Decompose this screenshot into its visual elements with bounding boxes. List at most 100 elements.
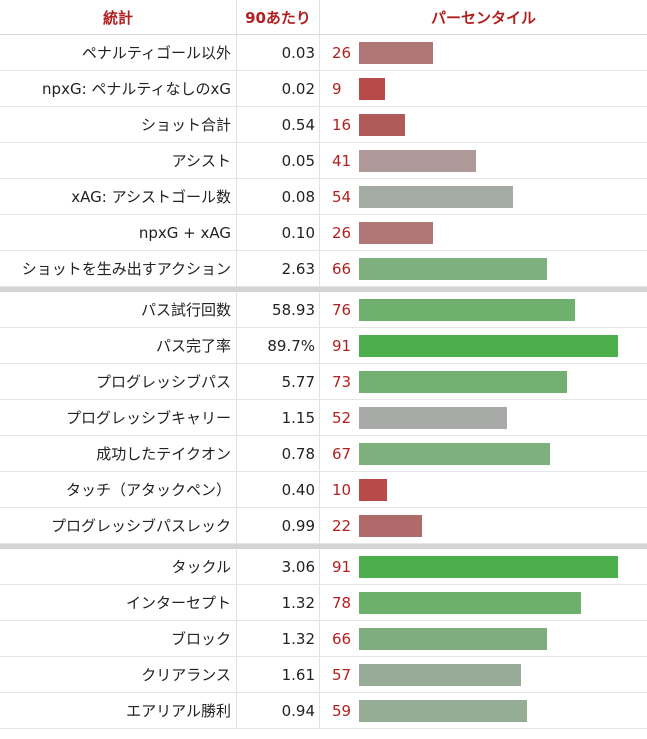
percentile-spacer: 26 bbox=[320, 44, 359, 62]
percentile-spacer: 73 bbox=[320, 373, 359, 391]
percentile-bar-track bbox=[359, 514, 621, 537]
percentile-cell: 67 bbox=[320, 436, 647, 471]
percentile-bar-track bbox=[359, 298, 621, 321]
percentile-spacer: 91 bbox=[320, 558, 359, 576]
percentile-cell: 66 bbox=[320, 251, 647, 286]
table-row: npxG: ペナルティなしのxG 0.02 9 bbox=[0, 71, 647, 107]
table-row: ショット合計 0.54 16 bbox=[0, 107, 647, 143]
percentile-bar-track bbox=[359, 663, 621, 686]
percentile-bar-track bbox=[359, 478, 621, 501]
percentile-cell: 66 bbox=[320, 621, 647, 656]
percentile-bar-track bbox=[359, 185, 621, 208]
stat-label: パス試行回数 bbox=[0, 292, 237, 327]
table-row: ペナルティゴール以外 0.03 26 bbox=[0, 35, 647, 71]
percentile-value: 54 bbox=[332, 187, 352, 206]
percentile-bar-track bbox=[359, 334, 621, 357]
percentile-cell: 26 bbox=[320, 215, 647, 250]
percentile-bar-track bbox=[359, 113, 621, 136]
per90-value: 0.54 bbox=[237, 107, 320, 142]
percentile-bar bbox=[359, 555, 618, 578]
percentile-bar bbox=[359, 442, 550, 465]
percentile-spacer: 91 bbox=[320, 337, 359, 355]
group-separator bbox=[0, 544, 647, 549]
percentile-cell: 22 bbox=[320, 508, 647, 543]
percentile-value: 76 bbox=[332, 300, 352, 319]
table-row: ブロック 1.32 66 bbox=[0, 621, 647, 657]
percentile-spacer: 78 bbox=[320, 594, 359, 612]
percentile-bar-track bbox=[359, 442, 621, 465]
per90-value: 0.78 bbox=[237, 436, 320, 471]
percentile-value: 91 bbox=[332, 557, 352, 576]
stat-label: プログレッシブパスレック bbox=[0, 508, 237, 543]
percentile-spacer: 66 bbox=[320, 630, 359, 648]
stat-label: xAG: アシストゴール数 bbox=[0, 179, 237, 214]
header-per90[interactable]: 90あたり bbox=[237, 0, 320, 34]
percentile-cell: 91 bbox=[320, 549, 647, 584]
percentile-bar-track bbox=[359, 41, 621, 64]
header-percentile[interactable]: パーセンタイル bbox=[430, 8, 536, 27]
stat-label: 成功したテイクオン bbox=[0, 436, 237, 471]
table-header: 統計 90あたり パーセンタイル bbox=[0, 0, 647, 35]
percentile-value: 26 bbox=[332, 223, 352, 242]
per90-value: 0.05 bbox=[237, 143, 320, 178]
percentile-spacer: 41 bbox=[320, 152, 359, 170]
header-stat[interactable]: 統計 bbox=[0, 0, 237, 34]
per90-value: 0.40 bbox=[237, 472, 320, 507]
stat-label: npxG + xAG bbox=[0, 215, 237, 250]
percentile-bar bbox=[359, 406, 507, 429]
per90-value: 0.99 bbox=[237, 508, 320, 543]
percentile-spacer: 54 bbox=[320, 188, 359, 206]
table-row: xAG: アシストゴール数 0.08 54 bbox=[0, 179, 647, 215]
stat-label: プログレッシブキャリー bbox=[0, 400, 237, 435]
percentile-bar bbox=[359, 478, 388, 501]
percentile-value: 57 bbox=[332, 665, 352, 684]
stat-label: npxG: ペナルティなしのxG bbox=[0, 71, 237, 106]
percentile-spacer: 76 bbox=[320, 301, 359, 319]
percentile-value: 22 bbox=[332, 516, 352, 535]
stat-label: ショットを生み出すアクション bbox=[0, 251, 237, 286]
percentile-value: 66 bbox=[332, 629, 352, 648]
percentile-cell: 76 bbox=[320, 292, 647, 327]
percentile-cell: 91 bbox=[320, 328, 647, 363]
per90-value: 5.77 bbox=[237, 364, 320, 399]
percentile-cell: 10 bbox=[320, 472, 647, 507]
stat-label: アシスト bbox=[0, 143, 237, 178]
per90-value: 0.03 bbox=[237, 35, 320, 70]
percentile-bar bbox=[359, 699, 527, 722]
percentile-cell: 16 bbox=[320, 107, 647, 142]
per90-value: 2.63 bbox=[237, 251, 320, 286]
table-row: プログレッシブパス 5.77 73 bbox=[0, 364, 647, 400]
percentile-bar bbox=[359, 663, 522, 686]
percentile-value: 78 bbox=[332, 593, 352, 612]
stat-label: ブロック bbox=[0, 621, 237, 656]
percentile-bar bbox=[359, 185, 513, 208]
per90-value: 58.93 bbox=[237, 292, 320, 327]
per90-value: 1.61 bbox=[237, 657, 320, 692]
per90-value: 1.32 bbox=[237, 621, 320, 656]
percentile-value: 91 bbox=[332, 336, 352, 355]
table-row: タックル 3.06 91 bbox=[0, 549, 647, 585]
percentile-value: 16 bbox=[332, 115, 352, 134]
percentile-cell: 41 bbox=[320, 143, 647, 178]
percentile-spacer: 59 bbox=[320, 702, 359, 720]
percentile-bar-track bbox=[359, 77, 621, 100]
table-row: ショットを生み出すアクション 2.63 66 bbox=[0, 251, 647, 287]
percentile-spacer: 10 bbox=[320, 481, 359, 499]
per90-value: 1.32 bbox=[237, 585, 320, 620]
percentile-spacer: 22 bbox=[320, 517, 359, 535]
table-row: タッチ（アタックペン） 0.40 10 bbox=[0, 472, 647, 508]
percentile-bar bbox=[359, 113, 405, 136]
percentile-bar-track bbox=[359, 257, 621, 280]
percentile-bar bbox=[359, 257, 547, 280]
table-row: パス完了率 89.7% 91 bbox=[0, 328, 647, 364]
table-row: アシスト 0.05 41 bbox=[0, 143, 647, 179]
percentile-bar-track bbox=[359, 406, 621, 429]
table-row: npxG + xAG 0.10 26 bbox=[0, 215, 647, 251]
percentile-value: 67 bbox=[332, 444, 352, 463]
per90-value: 3.06 bbox=[237, 549, 320, 584]
percentile-bar bbox=[359, 591, 581, 614]
percentile-cell: 59 bbox=[320, 693, 647, 728]
percentile-bar bbox=[359, 370, 567, 393]
table-row: インターセプト 1.32 78 bbox=[0, 585, 647, 621]
